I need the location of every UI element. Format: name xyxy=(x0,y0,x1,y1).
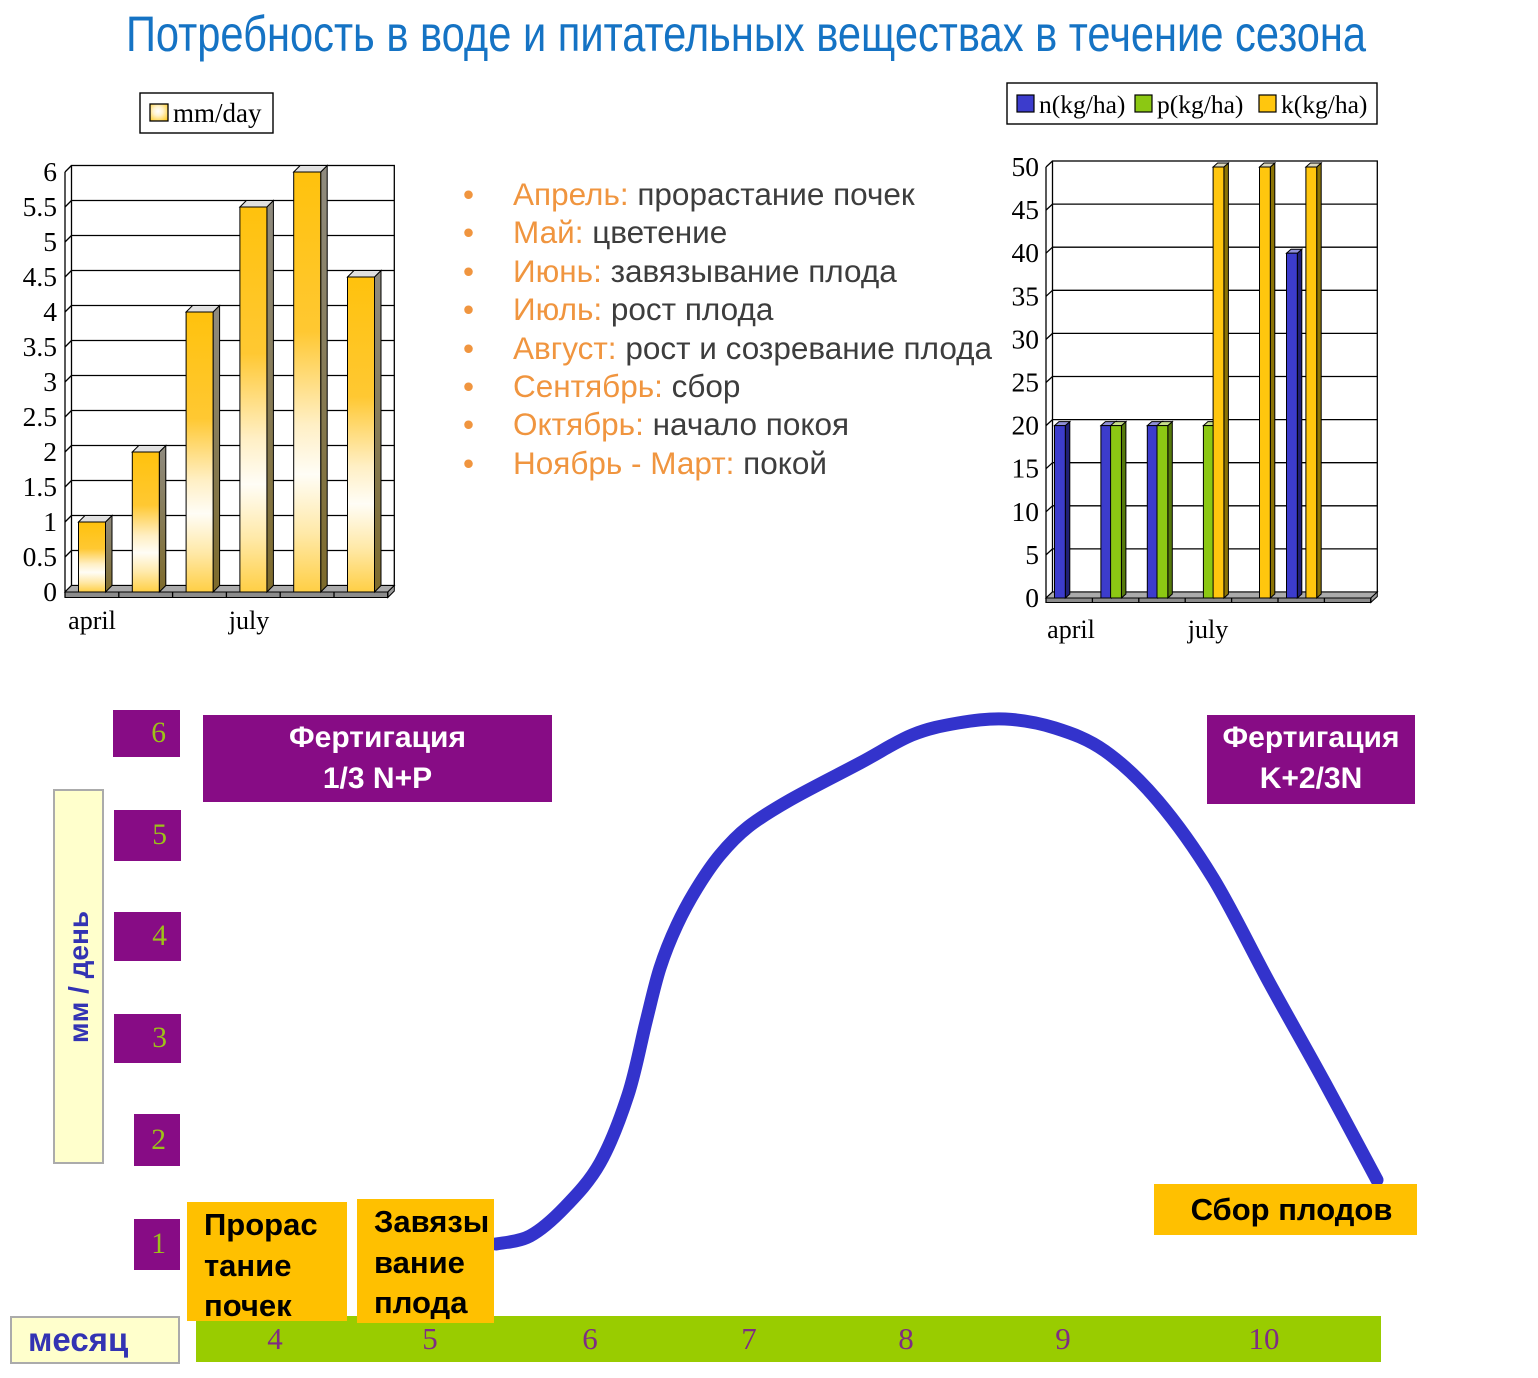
svg-text:50: 50 xyxy=(1012,151,1040,182)
svg-text:p(kg/ha): p(kg/ha) xyxy=(1157,90,1243,119)
svg-text:5: 5 xyxy=(1025,539,1039,570)
svg-text:5: 5 xyxy=(43,226,57,257)
svg-text:30: 30 xyxy=(1012,323,1040,354)
svg-text:0: 0 xyxy=(43,576,57,607)
svg-text:45: 45 xyxy=(1012,194,1040,225)
svg-text:july: july xyxy=(1187,615,1228,644)
svg-text:0.5: 0.5 xyxy=(23,541,57,572)
svg-text:40: 40 xyxy=(1012,237,1040,268)
svg-text:5.5: 5.5 xyxy=(23,191,57,222)
svg-text:k(kg/ha): k(kg/ha) xyxy=(1281,90,1367,119)
svg-text:mm/day: mm/day xyxy=(173,98,262,128)
svg-text:25: 25 xyxy=(1012,367,1040,398)
svg-text:20: 20 xyxy=(1012,410,1040,441)
svg-text:n(kg/ha): n(kg/ha) xyxy=(1039,90,1125,119)
svg-text:april: april xyxy=(1047,615,1095,644)
svg-text:2.5: 2.5 xyxy=(23,401,57,432)
svg-text:0: 0 xyxy=(1025,582,1039,613)
svg-text:2: 2 xyxy=(43,436,57,467)
svg-text:4: 4 xyxy=(43,296,57,327)
svg-text:1: 1 xyxy=(43,506,57,537)
svg-text:1.5: 1.5 xyxy=(23,471,57,502)
svg-text:3: 3 xyxy=(43,366,57,397)
svg-text:35: 35 xyxy=(1012,280,1040,311)
svg-text:10: 10 xyxy=(1012,496,1040,527)
svg-text:april: april xyxy=(68,606,116,635)
svg-text:15: 15 xyxy=(1012,453,1040,484)
svg-text:4.5: 4.5 xyxy=(23,261,57,292)
svg-text:3.5: 3.5 xyxy=(23,331,57,362)
svg-text:july: july xyxy=(228,606,269,635)
svg-text:6: 6 xyxy=(43,156,57,187)
